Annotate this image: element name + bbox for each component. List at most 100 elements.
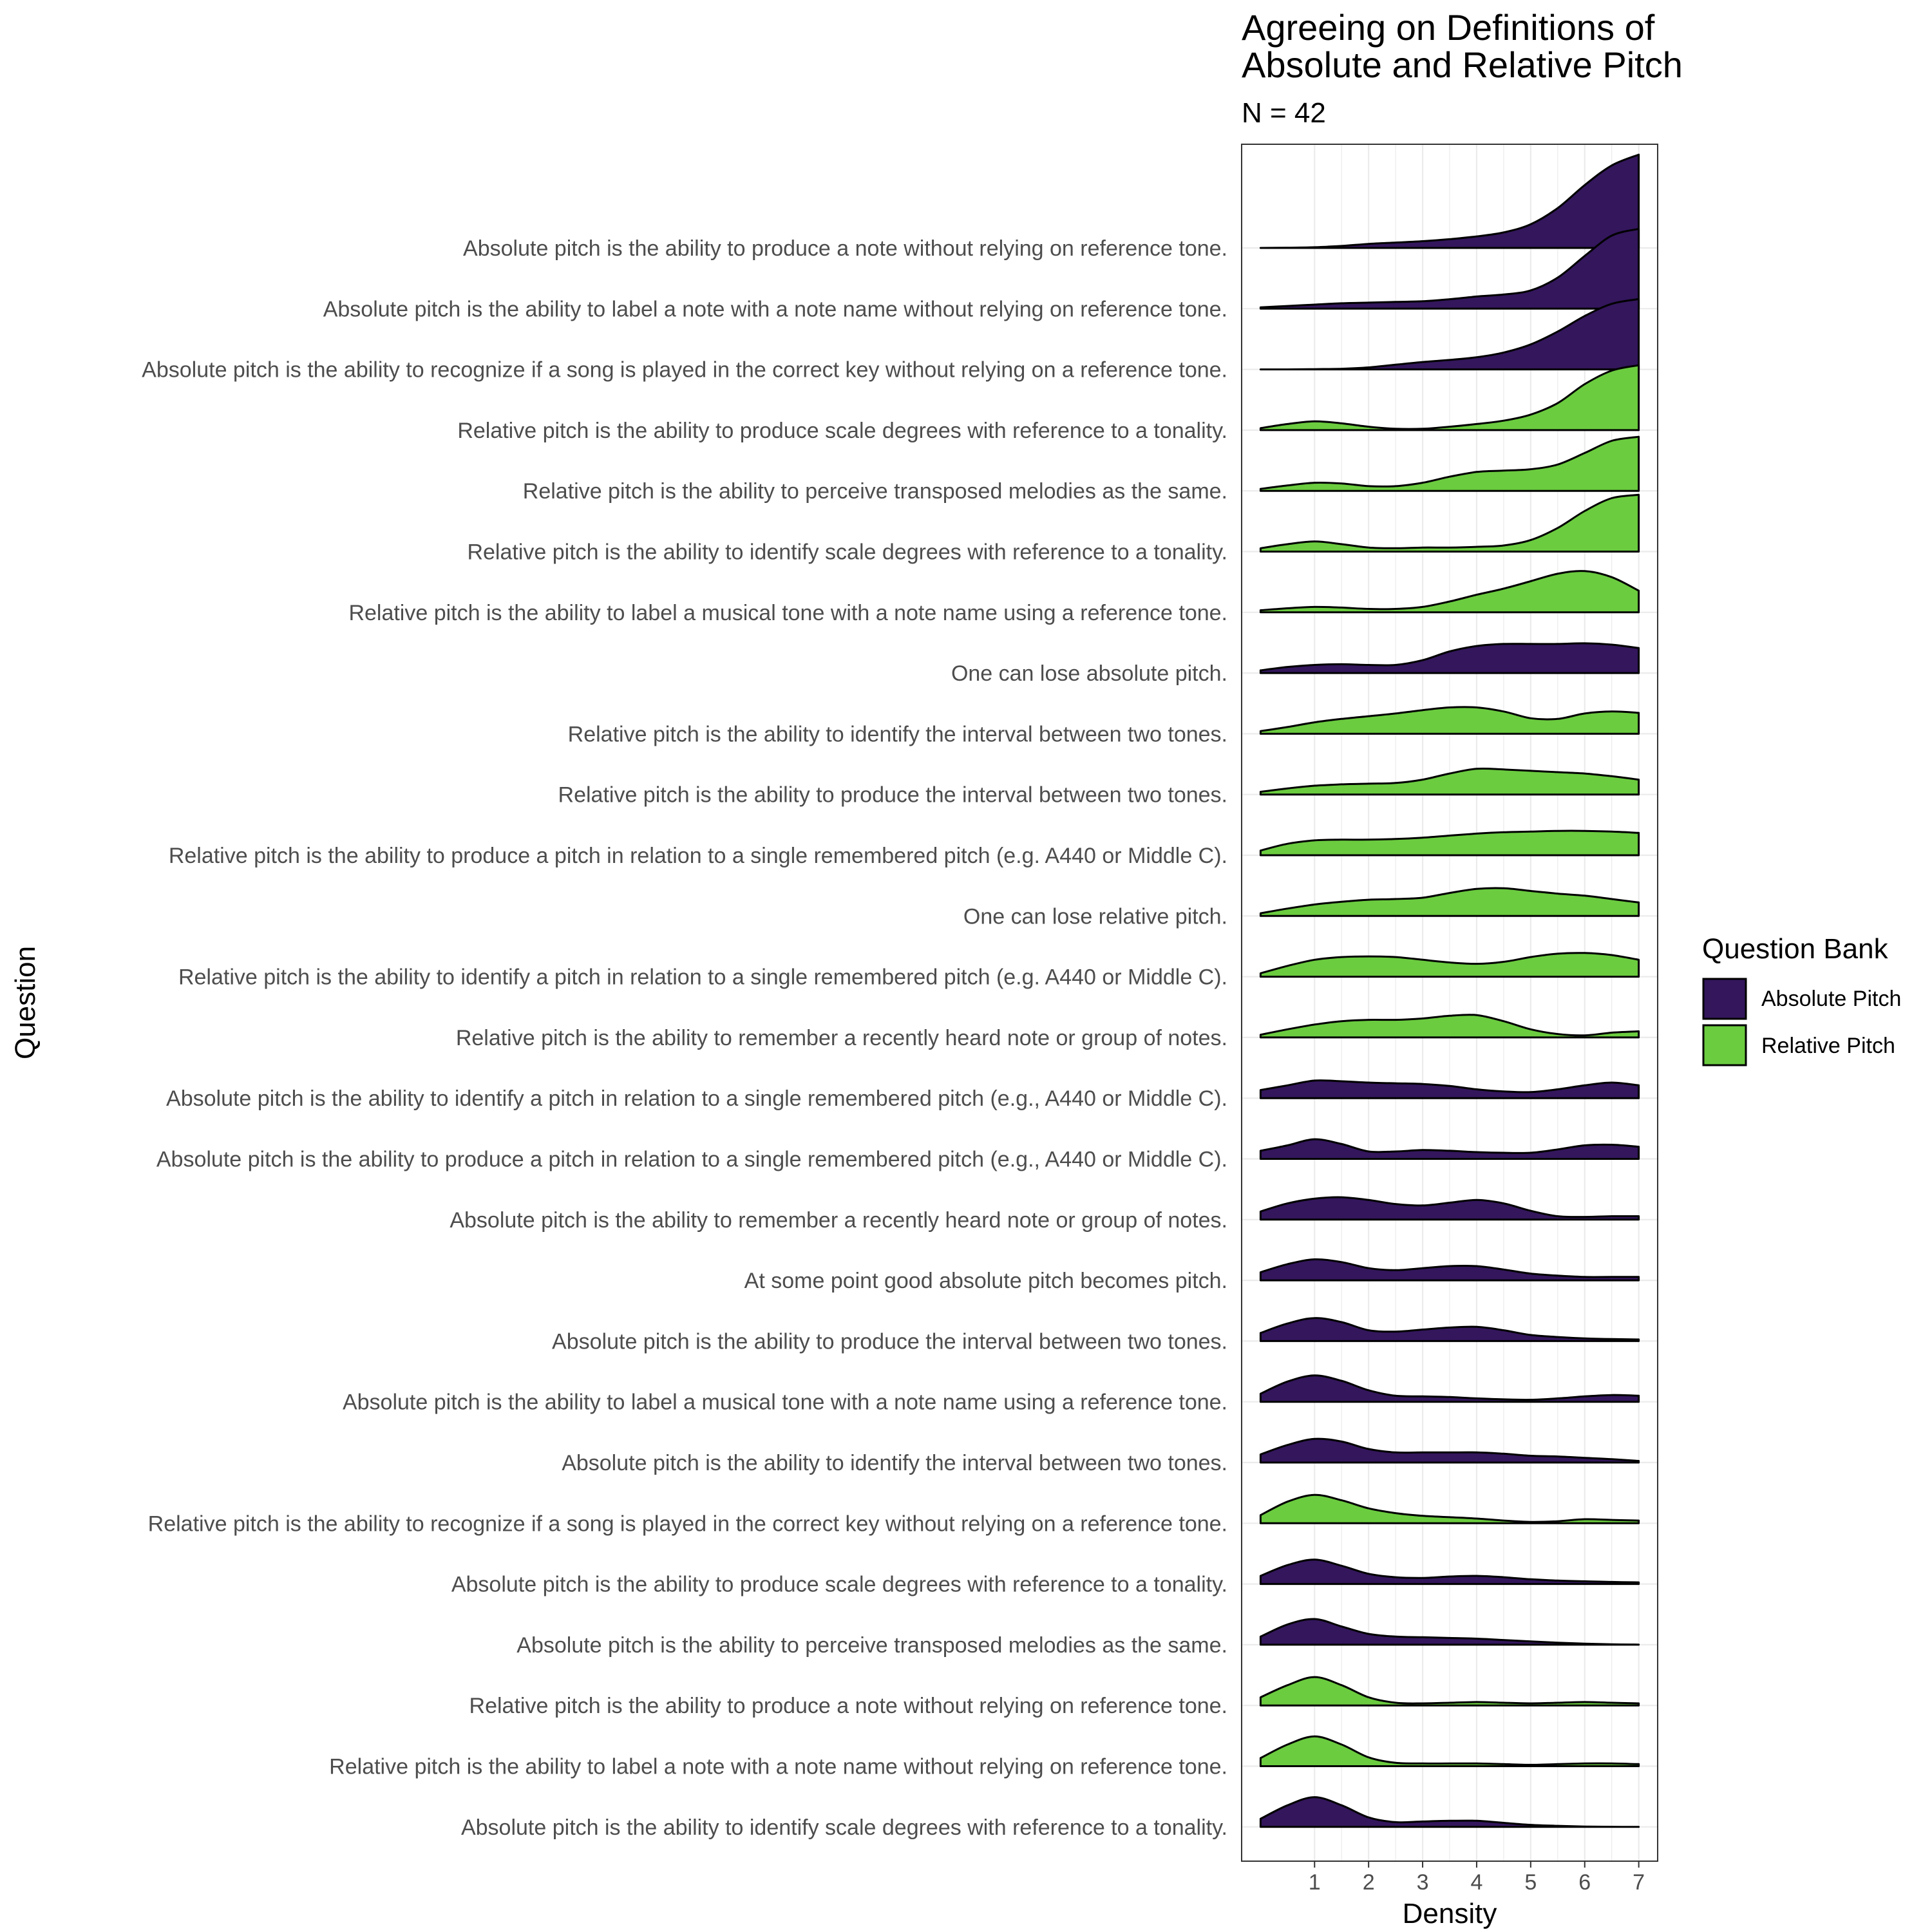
chart-title-line-1: Agreeing on Definitions of (1242, 7, 1655, 48)
ridge-fill (1260, 1139, 1639, 1159)
ridge-outline (1259, 952, 1640, 978)
question-label: Absolute pitch is the ability to produce… (451, 1573, 1227, 1597)
ridge-outline (1259, 364, 1640, 431)
question-label: Absolute pitch is the ability to label a… (323, 297, 1227, 321)
chart-subtitle: N = 42 (1242, 97, 1326, 129)
ridge-outline (1259, 1618, 1640, 1646)
x-tick-label: 3 (1417, 1870, 1429, 1895)
ridge-fill (1260, 888, 1639, 916)
question-label: One can lose relative pitch. (963, 904, 1227, 929)
ridge-fill (1260, 1677, 1639, 1706)
ridge-fill (1260, 299, 1639, 370)
ridge-outline (1259, 1079, 1640, 1099)
ridge-fill (1260, 1495, 1639, 1524)
ridge-fill (1260, 1318, 1639, 1341)
legend-label-relative-pitch: Relative Pitch (1761, 1034, 1895, 1058)
question-label: Absolute pitch is the ability to produce… (552, 1329, 1227, 1354)
question-label: Absolute pitch is the ability to identif… (562, 1451, 1227, 1475)
ridge-fill (1260, 155, 1639, 248)
ridge-outline (1259, 570, 1640, 614)
question-label: Relative pitch is the ability to identif… (568, 722, 1227, 746)
legend-label-absolute-pitch: Absolute Pitch (1761, 987, 1901, 1011)
ridge-outline (1259, 1196, 1640, 1221)
legend-title: Question Bank (1702, 933, 1889, 965)
ridge-fill (1260, 365, 1639, 430)
ridge-outline (1259, 767, 1640, 796)
ridge-fill (1260, 768, 1639, 795)
ridge-outline (1259, 1493, 1640, 1524)
question-label: Relative pitch is the ability to remembe… (456, 1026, 1227, 1050)
x-tick-label: 1 (1309, 1870, 1321, 1895)
ridge-fill (1260, 1559, 1639, 1584)
plot-panel-border (1241, 144, 1658, 1862)
question-label: Relative pitch is the ability to label a… (329, 1755, 1227, 1779)
ridge-outline (1259, 887, 1640, 917)
question-label: Relative pitch is the ability to produce… (169, 844, 1227, 868)
ridge-outline (1259, 1676, 1640, 1707)
ridge-outline (1259, 1138, 1640, 1160)
ridge-outline (1259, 1317, 1640, 1342)
x-axis-title: Density (1403, 1898, 1497, 1929)
ridge-fill (1260, 1618, 1639, 1645)
ridge-outline (1259, 1014, 1640, 1039)
question-label: One can lose absolute pitch. (951, 661, 1227, 686)
ridge-outline (1259, 435, 1640, 492)
question-label: Relative pitch is the ability to identif… (178, 965, 1227, 990)
x-tick-label: 6 (1578, 1870, 1591, 1895)
ridge-outline (1259, 1374, 1640, 1403)
x-tick-label: 4 (1470, 1870, 1482, 1895)
ridge-fill (1260, 437, 1639, 491)
ridge-fill (1260, 1797, 1639, 1827)
ridge-outline (1259, 829, 1640, 857)
question-labels: Absolute pitch is the ability to identif… (142, 236, 1227, 1840)
x-tick-label: 5 (1524, 1870, 1537, 1895)
y-axis-title: Question (10, 946, 41, 1059)
ridge-fill (1260, 495, 1639, 552)
question-label: Relative pitch is the ability to recogni… (148, 1511, 1227, 1536)
question-label: Absolute pitch is the ability to identif… (461, 1815, 1227, 1840)
legend-key-relative-pitch (1702, 1024, 1747, 1066)
ridge-fill (1260, 1736, 1639, 1766)
ridge-outline (1259, 227, 1640, 310)
question-label: Relative pitch is the ability to identif… (467, 540, 1227, 565)
question-label: At some point good absolute pitch become… (744, 1269, 1227, 1293)
question-label: Relative pitch is the ability to produce… (469, 1694, 1227, 1718)
legend: Question Bank Absolute Pitch Relative Pi… (1702, 933, 1901, 1066)
ridge-outline (1259, 1258, 1640, 1282)
ridge-fill (1260, 1080, 1639, 1099)
x-tick-label: 2 (1363, 1870, 1375, 1895)
ridge-fill (1260, 229, 1639, 309)
ridge-outline (1259, 493, 1640, 553)
ridge-outline (1259, 1796, 1640, 1828)
ridges (1259, 153, 1640, 1828)
ridge-fill (1260, 643, 1639, 674)
ridge-fill (1260, 831, 1639, 855)
question-label: Relative pitch is the ability to produce… (558, 783, 1227, 808)
question-label: Absolute pitch is the ability to label a… (343, 1390, 1227, 1415)
x-axis-ticks: 1 2 3 4 5 6 7 (1309, 1861, 1645, 1895)
ridge-fill (1260, 571, 1639, 612)
ridge-fill (1260, 1375, 1639, 1402)
question-label: Absolute pitch is the ability to produce… (463, 236, 1227, 261)
ridge-outline (1259, 298, 1640, 371)
ridge-outline (1259, 1735, 1640, 1767)
question-label: Relative pitch is the ability to label a… (348, 601, 1227, 625)
question-label: Absolute pitch is the ability to perceiv… (516, 1633, 1227, 1658)
ridge-fill (1260, 706, 1639, 734)
legend-key-absolute-pitch (1702, 978, 1747, 1020)
ridge-outline (1259, 642, 1640, 674)
ridge-outline (1259, 1558, 1640, 1586)
question-label: Relative pitch is the ability to produce… (457, 419, 1227, 443)
question-label: Absolute pitch is the ability to identif… (166, 1086, 1227, 1111)
question-label: Absolute pitch is the ability to remembe… (450, 1208, 1227, 1233)
question-label: Relative pitch is the ability to perceiv… (523, 479, 1227, 504)
ridge-outline (1259, 706, 1640, 735)
question-label: Absolute pitch is the ability to produce… (156, 1148, 1227, 1172)
chart-title-line-2: Absolute and Relative Pitch (1242, 44, 1683, 85)
ridge-fill (1260, 952, 1639, 977)
ridge-outline (1259, 153, 1640, 249)
x-tick-label: 7 (1633, 1870, 1645, 1895)
ridge-outline (1259, 1437, 1640, 1464)
question-label: Absolute pitch is the ability to recogni… (142, 358, 1227, 383)
